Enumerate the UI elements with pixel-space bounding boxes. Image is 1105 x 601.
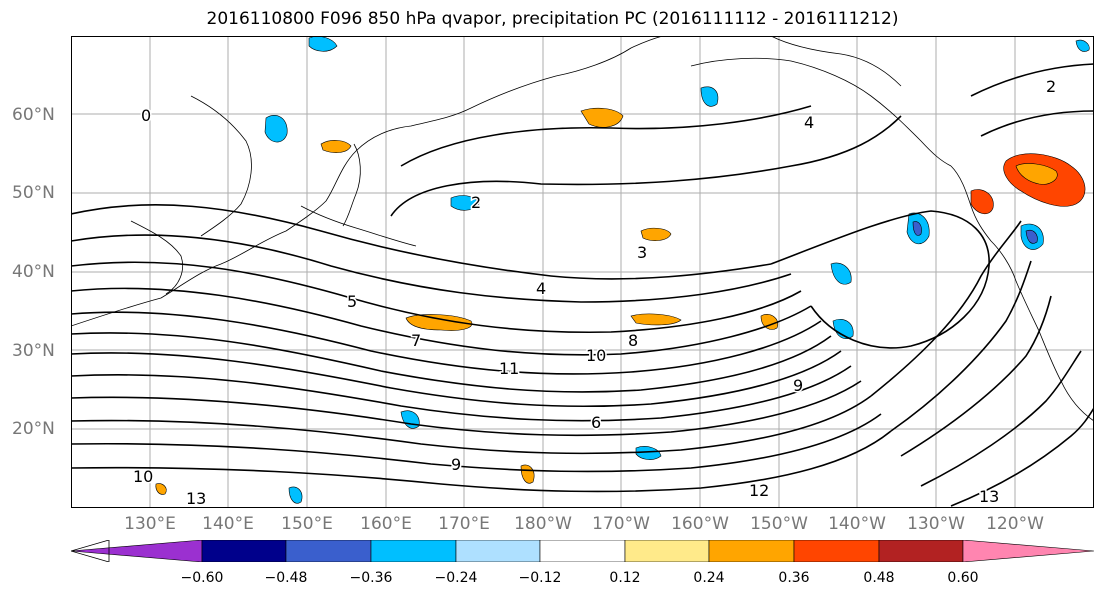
lon-label: 170°E (438, 514, 490, 534)
lon-label: 140°W (828, 514, 886, 534)
colorbar-tick-label: 0.60 (947, 570, 979, 586)
contour-label: 2 (471, 193, 481, 212)
colorbar-segment (624, 540, 710, 562)
contour-label: 7 (411, 331, 421, 350)
contour-label: 13 (979, 487, 999, 506)
lon-label: 160°W (671, 514, 729, 534)
colorbar (71, 540, 1094, 562)
colorbar-segment (455, 540, 541, 562)
lon-label: 130°E (124, 514, 176, 534)
colorbar-segment (793, 540, 880, 562)
lat-label-60n: 60°N (12, 105, 55, 125)
contour-label: 10 (133, 467, 153, 486)
colorbar-tick-label: 0.36 (778, 570, 810, 586)
contour-label: 12 (749, 481, 769, 500)
colorbar-tick-label: −0.12 (518, 570, 562, 586)
lon-label: 170°W (592, 514, 650, 534)
colorbar-segment (962, 540, 1094, 562)
precip-positive-blobs (155, 107, 1086, 495)
lat-label-20n: 20°N (12, 419, 55, 439)
contour-label: 4 (804, 113, 814, 132)
contour-label: 9 (793, 376, 803, 395)
colorbar-segment (71, 540, 203, 562)
colorbar-tick-label: 0.24 (693, 570, 725, 586)
contour-label-group: 0 2 2 3 4 4 5 7 8 9 10 11 12 13 13 10 9 … (132, 76, 1058, 509)
lat-label-30n: 30°N (12, 341, 55, 361)
contour-label: 8 (628, 331, 638, 350)
lon-label: 120°W (986, 514, 1044, 534)
lon-label: 180°W (514, 514, 572, 534)
lon-label: 130°W (907, 514, 965, 534)
lat-label-40n: 40°N (12, 262, 55, 282)
map-panel: 0 2 2 3 4 4 5 7 8 9 10 11 12 13 13 10 9 … (71, 36, 1094, 508)
lat-label-50n: 50°N (12, 183, 55, 203)
colorbar-segment (201, 540, 287, 562)
colorbar-segment (285, 540, 372, 562)
contour-label: 10 (586, 346, 606, 365)
map-title: 2016110800 F096 850 hPa qvapor, precipit… (206, 9, 899, 29)
contour-label: 5 (347, 292, 357, 311)
contour-label: 0 (141, 106, 151, 125)
colorbar-tick-label: −0.36 (349, 570, 393, 586)
contour-label: 3 (637, 243, 647, 262)
contour-label: 4 (536, 279, 546, 298)
colorbar-tick-label: −0.48 (264, 570, 308, 586)
colorbar-tick-label: −0.60 (180, 570, 224, 586)
lon-label: 150°E (281, 514, 333, 534)
colorbar-tick-label: −0.24 (434, 570, 478, 586)
colorbar-segment (370, 540, 457, 562)
contour-label: 11 (499, 359, 519, 378)
contour-label: 13 (186, 489, 206, 508)
lon-label: 160°E (360, 514, 412, 534)
colorbar-tick-label: 0.48 (863, 570, 895, 586)
lon-label: 150°W (750, 514, 808, 534)
contour-label: 2 (1046, 77, 1056, 96)
lon-label: 140°E (202, 514, 254, 534)
contour-label: 6 (591, 413, 601, 432)
colorbar-segment (708, 540, 795, 562)
colorbar-tick-label: 0.12 (609, 570, 641, 586)
colorbar-segment (878, 540, 964, 562)
qvapor-contours (71, 63, 1094, 507)
contour-label: 9 (451, 455, 461, 474)
colorbar-segment (539, 540, 626, 562)
